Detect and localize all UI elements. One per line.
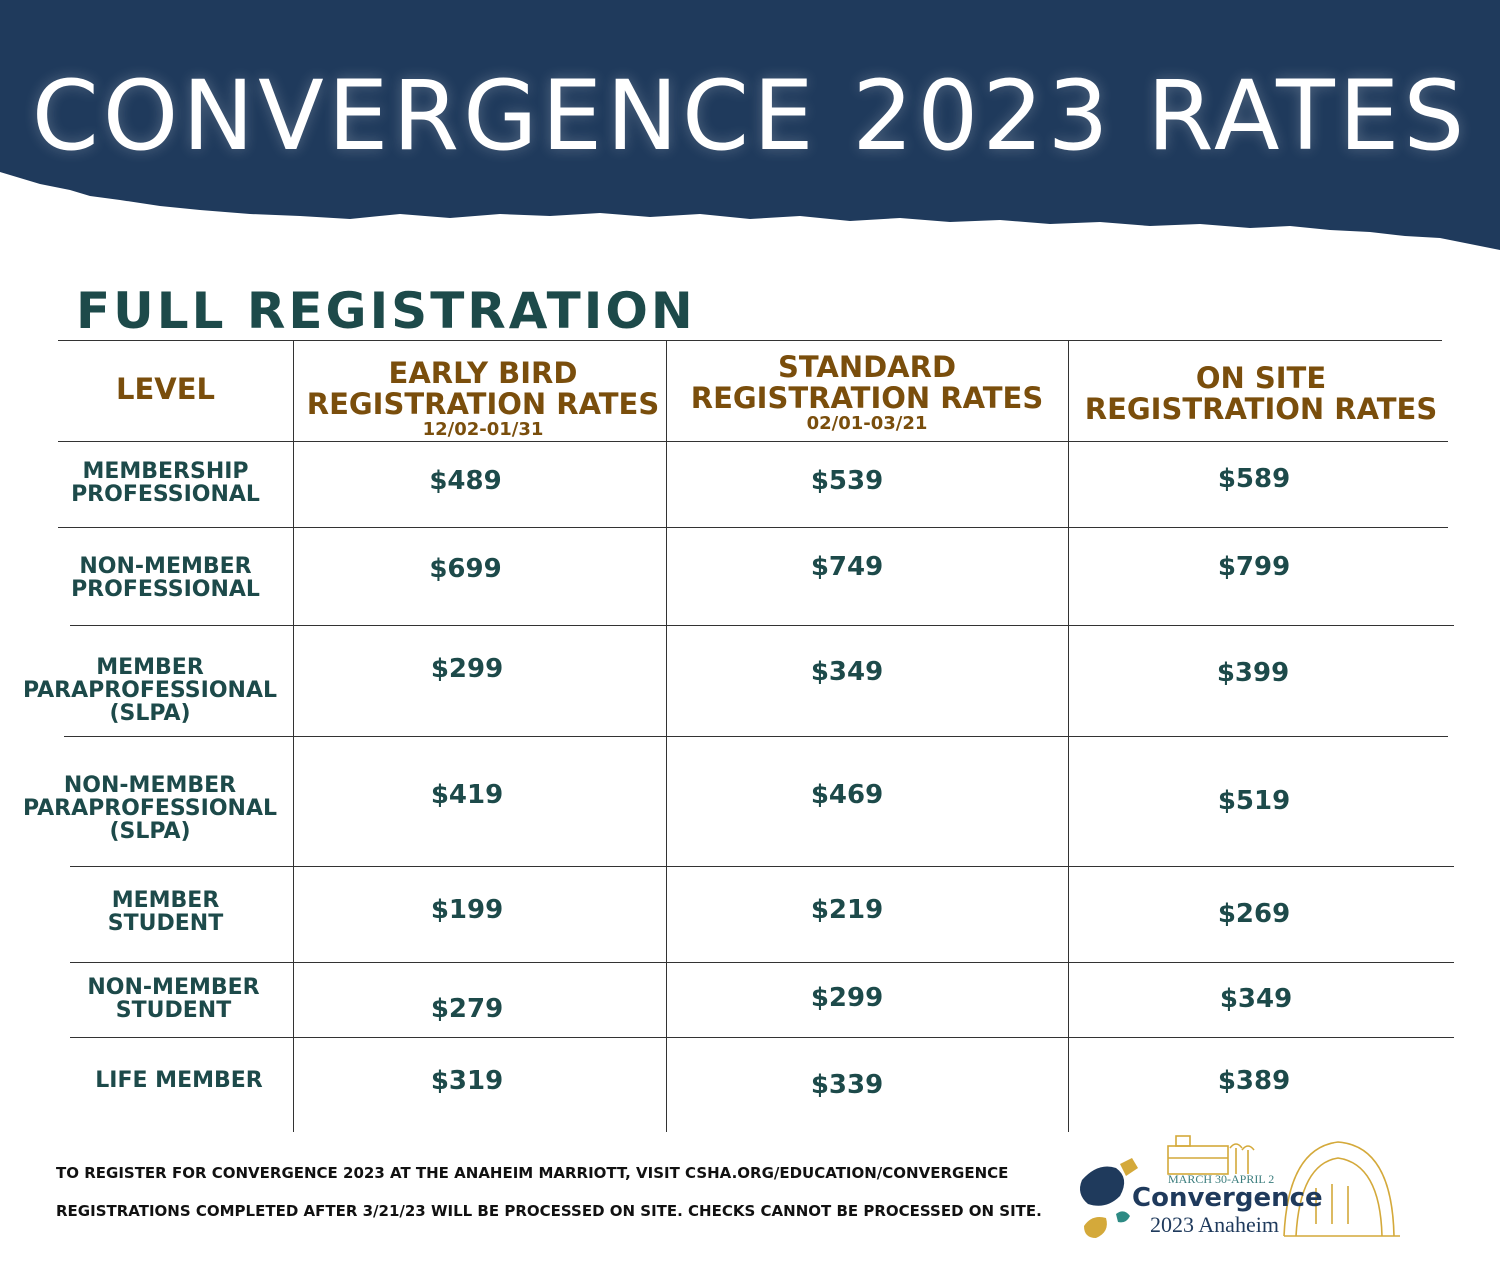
logo-blob-teal [1116,1211,1130,1223]
header-level-label: LEVEL [115,372,216,406]
price-standard: $469 [810,780,884,810]
price-standard: $749 [810,552,884,582]
level-line: STUDENT [115,998,232,1023]
level-line: MEMBERSHIP [82,459,249,484]
header-early-bird: EARLY BIRD REGISTRATION RATES 12/02-01/3… [293,358,673,440]
header-onsite-line2: REGISTRATION RATES [1084,392,1438,426]
row-divider [58,441,1448,442]
header-standard-line2: REGISTRATION RATES [690,381,1044,415]
price-early: $699 [429,554,502,584]
price-early: $299 [430,654,504,684]
level-line: NON-MEMBER [87,975,260,1000]
row-divider [70,962,1454,963]
header-early-line1: EARLY BIRD [388,356,578,390]
table-top-border [58,340,1442,341]
row-divider [70,1037,1454,1038]
header-banner: CONVERGENCE 2023 RATES [0,0,1500,260]
price-standard: $539 [810,466,884,496]
price-early: $319 [430,1066,504,1096]
row-divider [70,625,1454,626]
price-standard: $219 [810,895,884,925]
level-cell: NON-MEMBER PROFESSIONAL [58,555,273,601]
price-onsite: $389 [1217,1066,1291,1096]
header-early-line2: REGISTRATION RATES [306,387,660,421]
row-divider [64,736,1448,737]
column-divider [666,340,667,1132]
footer-register-note: TO REGISTER FOR CONVERGENCE 2023 AT THE … [56,1164,1009,1182]
price-onsite: $519 [1217,786,1291,816]
header-level: LEVEL [58,374,273,405]
price-standard: $349 [810,657,884,687]
price-early: $489 [429,466,502,496]
logo-blob-gold-top [1120,1158,1138,1176]
level-cell: LIFE MEMBER [70,1069,288,1092]
header-onsite: ON SITE REGISTRATION RATES [1068,363,1454,425]
level-cell: NON-MEMBER STUDENT [66,976,281,1022]
header-early-dates: 12/02-01/31 [422,419,544,440]
price-early: $199 [430,895,504,925]
logo-line-art [1167,1135,1400,1237]
level-line: PROFESSIONAL [71,482,260,507]
logo-blob-navy [1080,1166,1125,1206]
level-line: PARAPROFESSIONAL [23,678,277,703]
convergence-logo [1080,1135,1400,1238]
level-line: LIFE MEMBER [95,1068,263,1093]
level-line: (SLPA) [109,819,191,844]
logo-dates: MARCH 30-APRIL 2 [1168,1172,1275,1186]
header-standard: STANDARD REGISTRATION RATES 02/01-03/21 [666,352,1068,434]
section-title: FULL REGISTRATION [76,282,696,340]
price-onsite: $269 [1217,899,1291,929]
price-standard: $339 [810,1070,884,1100]
price-onsite: $799 [1217,552,1291,582]
price-early: $279 [430,994,504,1024]
price-early: $419 [430,780,504,810]
price-onsite: $589 [1217,464,1291,494]
page-title: CONVERGENCE 2023 RATES [31,60,1469,172]
level-line: (SLPA) [109,701,191,726]
level-line: NON-MEMBER [79,554,252,579]
footer-processing-note: REGISTRATIONS COMPLETED AFTER 3/21/23 WI… [56,1202,1042,1220]
logo-place: 2023 Anaheim [1150,1212,1279,1237]
level-cell: NON-MEMBER PARAPROFESSIONAL (SLPA) [10,774,290,843]
row-divider [70,866,1454,867]
level-line: MEMBER [96,655,204,680]
level-line: NON-MEMBER [63,773,237,798]
header-standard-line1: STANDARD [777,350,957,384]
banner-shape [0,0,1500,250]
header-onsite-line1: ON SITE [1195,361,1327,395]
level-line: STUDENT [107,911,224,936]
logo-blob-gold-bottom [1084,1217,1107,1238]
level-cell: MEMBER PARAPROFESSIONAL (SLPA) [10,656,290,725]
level-cell: MEMBER STUDENT [58,889,273,935]
row-divider [58,527,1448,528]
logo-name: Convergence [1132,1183,1323,1213]
header-standard-dates: 02/01-03/21 [806,413,928,434]
level-line: PARAPROFESSIONAL [23,796,277,821]
price-onsite: $349 [1219,984,1293,1014]
level-cell: MEMBERSHIP PROFESSIONAL [58,460,273,506]
level-line: MEMBER [111,888,220,913]
price-standard: $299 [810,983,884,1013]
price-onsite: $399 [1216,658,1290,688]
level-line: PROFESSIONAL [71,577,260,602]
